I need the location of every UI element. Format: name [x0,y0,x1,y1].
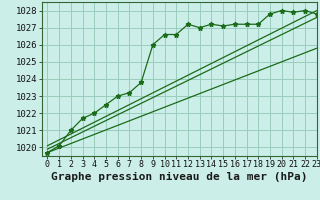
X-axis label: Graphe pression niveau de la mer (hPa): Graphe pression niveau de la mer (hPa) [51,172,308,182]
